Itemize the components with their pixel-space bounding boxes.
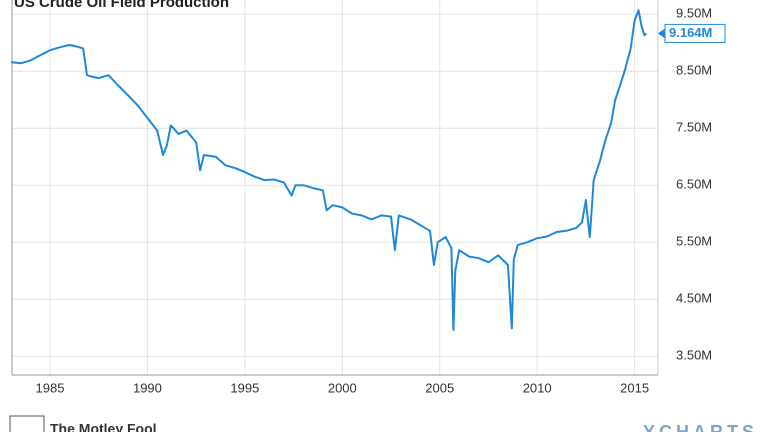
x-tick-label: 1985 [36, 380, 65, 395]
y-tick-label: 9.50M [676, 6, 712, 21]
x-tick-label: 1990 [133, 380, 162, 395]
x-tick-label: 2005 [425, 380, 454, 395]
line [10, 9, 648, 331]
y-tick-label: 5.50M [676, 234, 712, 249]
y-tick-label: 4.50M [676, 291, 712, 306]
source: The Motley Fool [50, 421, 157, 432]
y-tick-label: 3.50M [676, 348, 712, 363]
y-tick-label: 7.50M [676, 120, 712, 135]
y-tick-label: 6.50M [676, 177, 712, 192]
chart-title: US Crude Oil Field Production [14, 0, 229, 11]
x-tick-label: 2010 [523, 380, 552, 395]
x-tick-label: 2000 [328, 380, 357, 395]
x-tick-label: 1995 [230, 380, 259, 395]
end-label: 9.164M [669, 25, 712, 40]
end-label-pointer [658, 28, 665, 39]
x-tick-label: 2015 [620, 380, 649, 395]
y-tick-label: 8.50M [676, 63, 712, 78]
logo-box [9, 415, 45, 432]
brand: YCHARTS [643, 422, 758, 432]
